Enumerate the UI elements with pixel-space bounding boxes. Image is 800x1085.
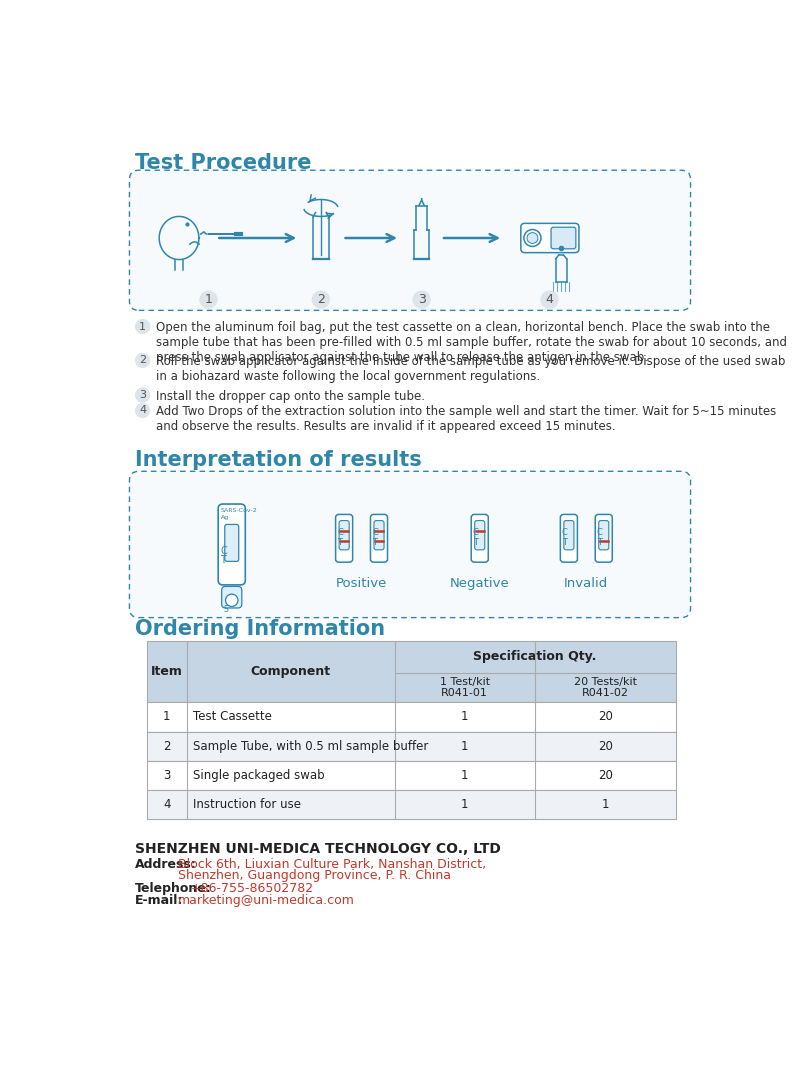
FancyBboxPatch shape <box>564 521 574 550</box>
Text: Item: Item <box>150 665 182 678</box>
FancyBboxPatch shape <box>560 514 578 562</box>
Text: marketing@uni-medica.com: marketing@uni-medica.com <box>178 894 354 907</box>
Text: C: C <box>337 527 343 537</box>
Text: Test Cassette: Test Cassette <box>193 711 272 724</box>
FancyBboxPatch shape <box>339 521 349 550</box>
Text: 3: 3 <box>163 769 170 782</box>
Text: 1: 1 <box>139 321 146 332</box>
Circle shape <box>541 291 558 308</box>
Circle shape <box>136 354 150 368</box>
Circle shape <box>527 232 538 243</box>
Circle shape <box>200 291 217 308</box>
Text: C: C <box>221 546 227 556</box>
Text: Ag: Ag <box>221 514 229 520</box>
Text: C: C <box>597 527 602 537</box>
Text: 1: 1 <box>461 740 468 753</box>
Circle shape <box>312 291 330 308</box>
Text: Negative: Negative <box>450 577 510 590</box>
Text: 1 Test/kit
R041-01: 1 Test/kit R041-01 <box>439 677 490 699</box>
FancyBboxPatch shape <box>474 521 485 550</box>
Text: 3: 3 <box>418 293 426 306</box>
FancyBboxPatch shape <box>374 521 384 550</box>
Text: Shenzhen, Guangdong Province, P. R. China: Shenzhen, Guangdong Province, P. R. Chin… <box>178 869 450 882</box>
Text: Sample Tube, with 0.5 ml sample buffer: Sample Tube, with 0.5 ml sample buffer <box>193 740 428 753</box>
Text: Test Procedure: Test Procedure <box>135 153 311 174</box>
Text: 20: 20 <box>598 769 613 782</box>
Text: T: T <box>337 538 342 548</box>
Text: E-mail:: E-mail: <box>135 894 183 907</box>
Text: Instruction for use: Instruction for use <box>193 799 301 812</box>
Text: 4: 4 <box>546 293 554 306</box>
Circle shape <box>524 230 541 246</box>
Text: Telephone:: Telephone: <box>135 882 212 895</box>
Text: 1: 1 <box>163 711 170 724</box>
FancyBboxPatch shape <box>598 521 609 550</box>
Text: 1: 1 <box>602 799 609 812</box>
Text: 20 Tests/kit
R041-02: 20 Tests/kit R041-02 <box>574 677 637 699</box>
Circle shape <box>136 388 150 403</box>
Text: C: C <box>562 527 568 537</box>
Text: Block 6th, Liuxian Culture Park, Nanshan District,: Block 6th, Liuxian Culture Park, Nanshan… <box>178 858 486 871</box>
Text: Address:: Address: <box>135 858 197 871</box>
Text: 3: 3 <box>139 391 146 400</box>
Text: Positive: Positive <box>336 577 387 590</box>
Text: Invalid: Invalid <box>564 577 609 590</box>
FancyBboxPatch shape <box>595 514 612 562</box>
Text: 4: 4 <box>163 799 170 812</box>
Text: C: C <box>473 527 478 537</box>
Text: Roll the swab applicator against the inside of the sample tube as you remove it.: Roll the swab applicator against the ins… <box>156 355 785 383</box>
Text: 2: 2 <box>317 293 325 306</box>
Text: Ordering Information: Ordering Information <box>135 620 385 639</box>
Circle shape <box>136 320 150 333</box>
Text: 2: 2 <box>163 740 170 753</box>
FancyBboxPatch shape <box>130 471 690 617</box>
Text: T: T <box>473 538 478 548</box>
Text: T: T <box>562 538 567 548</box>
FancyBboxPatch shape <box>551 227 576 248</box>
Text: 20: 20 <box>598 740 613 753</box>
Text: Open the aluminum foil bag, put the test cassette on a clean, horizontal bench. : Open the aluminum foil bag, put the test… <box>156 321 786 365</box>
FancyBboxPatch shape <box>336 514 353 562</box>
Text: Install the dropper cap onto the sample tube.: Install the dropper cap onto the sample … <box>156 390 425 403</box>
Text: Component: Component <box>250 665 330 678</box>
Circle shape <box>226 595 238 607</box>
Text: 1: 1 <box>461 769 468 782</box>
Text: 1: 1 <box>461 711 468 724</box>
FancyBboxPatch shape <box>471 514 488 562</box>
Text: Add Two Drops of the extraction solution into the sample well and start the time: Add Two Drops of the extraction solution… <box>156 405 776 433</box>
Text: Specification Qty.: Specification Qty. <box>474 650 597 663</box>
FancyBboxPatch shape <box>130 170 690 310</box>
Bar <box>146 790 676 819</box>
FancyBboxPatch shape <box>218 505 246 585</box>
Bar <box>146 731 676 761</box>
Text: T: T <box>221 554 226 565</box>
Circle shape <box>136 404 150 418</box>
Bar <box>146 761 676 790</box>
Text: 2: 2 <box>139 356 146 366</box>
Bar <box>146 641 676 702</box>
FancyBboxPatch shape <box>521 224 579 253</box>
Text: SARS-Cov-2: SARS-Cov-2 <box>221 508 258 513</box>
Text: Single packaged swab: Single packaged swab <box>193 769 325 782</box>
Text: 4: 4 <box>139 406 146 416</box>
Text: 1: 1 <box>205 293 213 306</box>
Text: 20: 20 <box>598 711 613 724</box>
FancyBboxPatch shape <box>222 586 242 608</box>
Text: SHENZHEN UNI-MEDICA TECHNOLOGY CO., LTD: SHENZHEN UNI-MEDICA TECHNOLOGY CO., LTD <box>135 842 501 856</box>
Text: T: T <box>597 538 602 548</box>
Text: T: T <box>372 538 377 548</box>
Bar <box>146 702 676 731</box>
FancyBboxPatch shape <box>370 514 387 562</box>
Text: Interpretation of results: Interpretation of results <box>135 450 422 470</box>
Circle shape <box>413 291 430 308</box>
Text: +86-755-86502782: +86-755-86502782 <box>190 882 314 895</box>
Text: C: C <box>372 527 378 537</box>
Text: S: S <box>223 605 228 614</box>
Text: 1: 1 <box>461 799 468 812</box>
FancyBboxPatch shape <box>225 524 238 561</box>
